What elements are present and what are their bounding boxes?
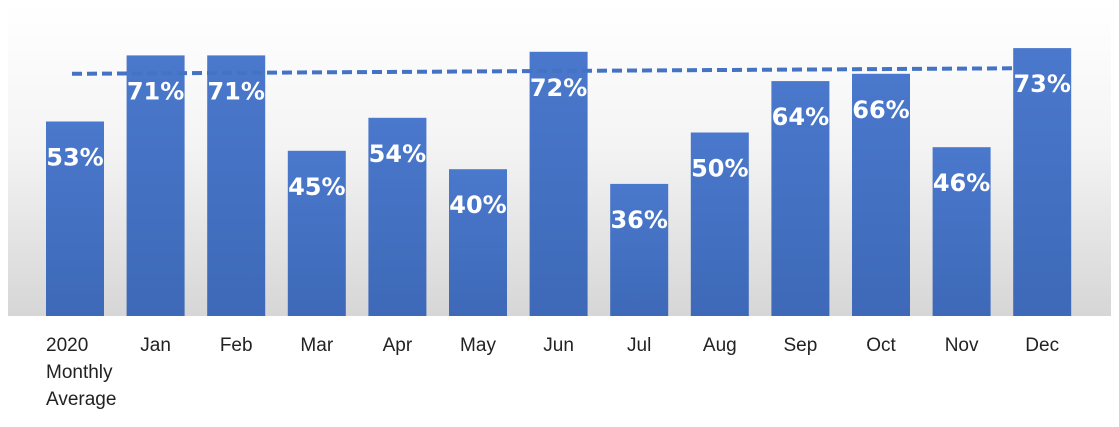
data-label: 45% [288,173,345,201]
bar [46,121,104,316]
data-label: 71% [207,77,264,105]
category-label: Sep [783,335,817,356]
bar [932,147,991,316]
category-label: Jan [140,335,171,356]
data-label: 72% [530,74,587,102]
data-label: 53% [46,144,103,172]
bar [126,55,185,317]
data-label: 64% [772,103,829,131]
data-label: 73% [1013,70,1070,98]
bar [529,51,588,317]
trend-line [71,66,1014,76]
category-label: Mar [300,335,333,356]
bar [610,183,669,316]
category-label: Nov [945,335,979,356]
bar [771,81,830,316]
category-label: Apr [383,335,413,356]
bar [690,132,749,316]
category-label: Jun [543,335,574,356]
category-label: Aug [703,335,737,356]
data-label: 46% [933,169,990,197]
bar [287,150,346,316]
bar [368,117,427,316]
data-label: 40% [449,191,506,219]
category-label: Oct [866,335,896,356]
bar [207,55,266,317]
data-label: 66% [852,96,909,124]
data-label: 36% [610,206,667,234]
category-label: Jul [627,335,651,356]
data-label: 50% [691,155,748,183]
category-label: 2020 Monthly Average [46,335,116,410]
category-label: Dec [1025,335,1059,356]
data-label: 54% [369,140,426,168]
bar [449,169,507,316]
bar [1013,48,1072,316]
data-label: 71% [127,77,184,105]
category-label: Feb [220,335,253,356]
bar [852,73,910,316]
category-label: May [460,335,496,356]
